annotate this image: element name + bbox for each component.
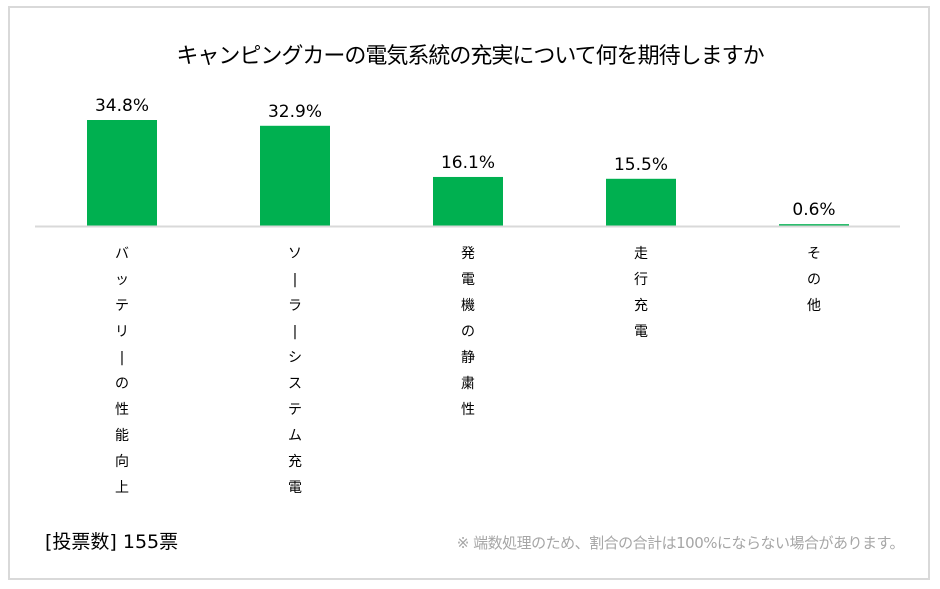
category-label-2: ソ|ラ|システム充電	[288, 246, 302, 496]
rounding-note: ※ 端数処理のため、割合の合計は100%にならない場合があります。	[456, 534, 905, 552]
data-label-1: 34.8%	[95, 96, 149, 116]
vote-count: [投票数] 155票	[45, 531, 179, 553]
chart-frame	[8, 6, 930, 580]
data-label-3: 16.1%	[441, 153, 495, 173]
category-label-4: 走行充電	[634, 246, 648, 340]
category-label-5: その他	[807, 246, 821, 314]
category-label-1: バッテリ|の性能向上	[115, 246, 129, 496]
data-label-4: 15.5%	[614, 155, 668, 175]
category-label-3: 発電機の静粛性	[461, 246, 475, 418]
bar-1	[87, 120, 157, 226]
bar-3	[433, 176, 503, 226]
bar-4	[606, 178, 676, 226]
bar-5	[779, 224, 849, 226]
bar-2	[260, 125, 330, 226]
chart-title: キャンピングカーの電気系統の充実について何を期待しますか	[176, 44, 764, 69]
data-label-5: 0.6%	[792, 200, 835, 220]
data-label-2: 32.9%	[268, 102, 322, 122]
